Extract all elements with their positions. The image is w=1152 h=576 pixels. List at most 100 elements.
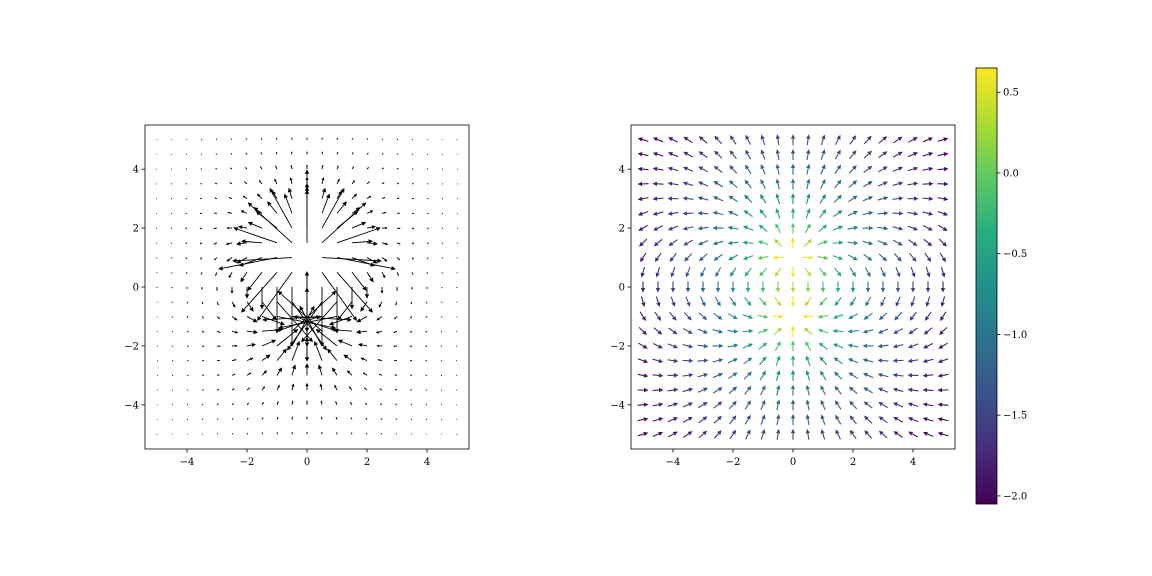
- quiver-arrow: [832, 255, 844, 260]
- quiver-arrow: [937, 196, 949, 201]
- quiver-arrow: [862, 343, 874, 349]
- quiver-arrow: [713, 312, 723, 320]
- quiver-arrow: [940, 266, 946, 278]
- quiver-arrow: [171, 168, 173, 170]
- quiver-arrow: [304, 362, 310, 376]
- x-tick-label: 4: [424, 457, 430, 468]
- quiver-arrow: [878, 312, 888, 321]
- quiver-arrow: [667, 417, 679, 423]
- quiver-arrow: [862, 196, 874, 202]
- quiver-arrow: [653, 327, 663, 335]
- quiver-arrow: [395, 433, 398, 435]
- quiver-arrow: [729, 165, 738, 174]
- x-tick-label: 0: [304, 457, 310, 468]
- quiver-arrow: [776, 414, 781, 426]
- quiver-arrow: [393, 345, 398, 348]
- quiver-arrow: [667, 358, 679, 363]
- quiver-arrow: [456, 242, 459, 244]
- quiver-arrow: [396, 182, 400, 185]
- quiver-arrow: [923, 238, 933, 247]
- quiver-arrow: [893, 431, 903, 438]
- quiver-arrow: [863, 135, 872, 145]
- quiver-arrow: [426, 153, 428, 156]
- quiver-arrow: [742, 328, 754, 334]
- quiver-arrow: [258, 180, 263, 185]
- y-tick-label: 0: [619, 283, 625, 294]
- quiver-arrow: [186, 345, 189, 348]
- quiver-arrow: [862, 329, 874, 334]
- quiver-arrow: [744, 400, 752, 410]
- quiver-arrow: [715, 281, 721, 293]
- quiver-arrow: [774, 296, 782, 307]
- quiver-arrow: [239, 257, 263, 267]
- quiver-arrow: [215, 167, 218, 170]
- quiver-arrow: [892, 226, 904, 231]
- quiver-arrow: [213, 212, 218, 215]
- quiver-arrow: [730, 281, 736, 293]
- quiver-arrow: [713, 253, 723, 261]
- quiver-arrow: [225, 242, 233, 246]
- quiver-arrow: [245, 167, 248, 170]
- quiver-arrow: [245, 138, 248, 140]
- quiver-arrow: [712, 240, 724, 246]
- quiver-arrow: [230, 287, 234, 294]
- quiver-arrow: [683, 151, 694, 158]
- quiver-arrow: [315, 328, 338, 347]
- quiver-arrow: [908, 431, 919, 438]
- quiver-arrow: [336, 151, 339, 155]
- quiver-arrow: [877, 211, 889, 216]
- quiver-arrow: [862, 240, 874, 246]
- quiver-arrow: [907, 211, 919, 216]
- quiver-arrow: [684, 253, 693, 262]
- quiver-arrow: [682, 211, 694, 216]
- quiver-arrow: [440, 301, 443, 304]
- y-tick-label: −4: [124, 400, 139, 411]
- quiver-arrow: [892, 181, 904, 186]
- quiver-arrow: [441, 153, 443, 156]
- quiver-arrow: [937, 373, 949, 378]
- quiver-arrow: [655, 266, 661, 278]
- quiver-arrow: [456, 153, 458, 156]
- quiver-arrow: [440, 359, 443, 362]
- quiver-arrow: [230, 167, 233, 170]
- quiver-arrow: [878, 416, 888, 424]
- quiver-arrow: [366, 195, 372, 200]
- quiver-arrow: [847, 343, 859, 348]
- quiver-arrow: [667, 373, 679, 378]
- quiver-arrow: [365, 432, 368, 435]
- quiver-arrow: [877, 196, 889, 201]
- quiver-arrow: [276, 367, 282, 376]
- quiver-arrow: [639, 238, 648, 247]
- quiver-arrow: [231, 316, 238, 321]
- quiver-arrow: [773, 239, 783, 247]
- quiver-arrow: [426, 138, 428, 141]
- quiver-arrow: [775, 223, 782, 234]
- quiver-arrow: [366, 152, 369, 155]
- quiver-arrow: [396, 167, 399, 170]
- quiver-arrow: [937, 166, 949, 172]
- quiver-arrow: [848, 195, 858, 203]
- quiver-arrow: [290, 151, 293, 155]
- quiver-arrow: [790, 266, 796, 278]
- quiver-arrow: [697, 402, 708, 409]
- quiver-arrow: [863, 181, 873, 188]
- quiver-arrow: [909, 252, 917, 262]
- quiver-arrow: [697, 240, 709, 246]
- quiver-arrow: [892, 211, 904, 216]
- quiver-arrow: [381, 257, 388, 262]
- quiver-arrow: [155, 272, 158, 274]
- quiver-arrow: [667, 181, 679, 186]
- quiver-arrow: [924, 252, 932, 263]
- quiver-arrow: [820, 385, 826, 396]
- quiver-arrow: [425, 403, 428, 406]
- quiver-arrow: [637, 210, 649, 216]
- quiver-arrow: [231, 403, 234, 406]
- quiver-arrow: [805, 414, 810, 426]
- quiver-arrow: [235, 241, 248, 246]
- quiver-arrow: [757, 240, 769, 246]
- quiver-arrow: [682, 181, 694, 186]
- x-tick-label: −2: [726, 457, 741, 468]
- quiver-arrow: [745, 281, 751, 293]
- quiver-arrow: [682, 358, 694, 363]
- quiver-arrow: [199, 212, 203, 215]
